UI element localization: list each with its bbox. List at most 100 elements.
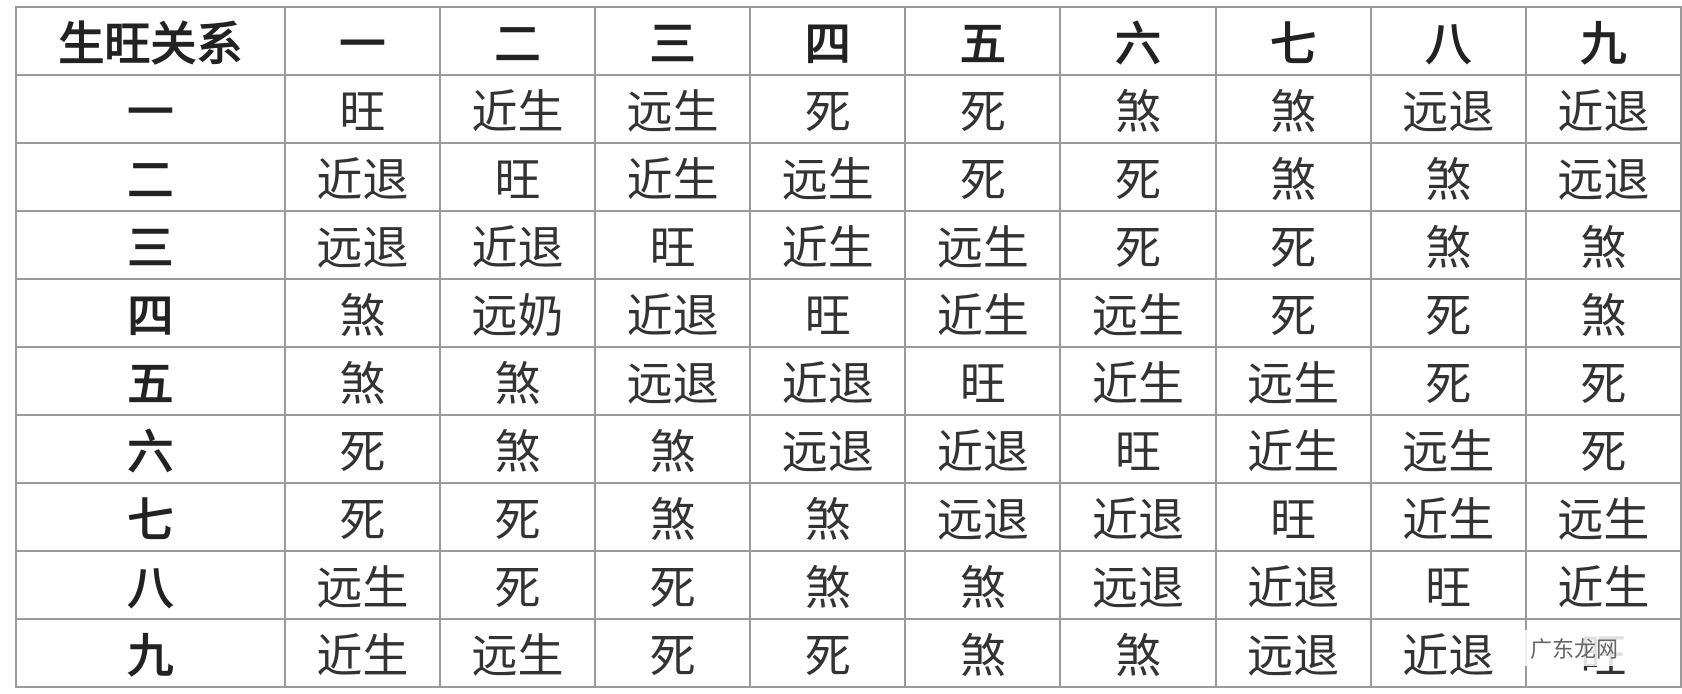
cell: 近生 xyxy=(749,210,907,280)
cell: 旺 xyxy=(749,278,907,348)
table-row: 四煞远奶 近退旺近生 远生死死煞 xyxy=(15,278,1682,348)
cell: 近生 xyxy=(1524,550,1682,620)
cell: 近退 xyxy=(749,346,907,416)
header-cell: 六 xyxy=(1059,6,1217,76)
cell: 远退 xyxy=(1059,550,1217,620)
cell: 近生 xyxy=(904,278,1062,348)
cell: 死 xyxy=(283,482,441,552)
table-row: 三远退 近退旺近生 远生死死煞煞 xyxy=(15,210,1682,280)
cell: 近退 xyxy=(1214,550,1372,620)
header-cell: 九 xyxy=(1524,6,1682,76)
cell: 煞 xyxy=(594,482,752,552)
cell: 死 xyxy=(283,414,441,484)
cell: 煞 xyxy=(749,550,907,620)
cell: 煞 xyxy=(438,346,597,416)
table-row: 九近生远生死死煞煞远退近退旺 xyxy=(15,618,1682,688)
header-cell: 七 xyxy=(1214,6,1372,76)
row-label: 九 xyxy=(15,618,286,688)
cell: 死 xyxy=(1369,346,1527,416)
row-label: 三 xyxy=(15,210,286,280)
header-row: 生旺关系一二三四五六七八九 xyxy=(15,6,1682,76)
cell: 死 xyxy=(1369,278,1527,348)
cell: 旺 xyxy=(1059,414,1217,484)
table-row: 七死死煞煞远退 近退旺近生 远生 xyxy=(15,482,1682,552)
cell: 近生 xyxy=(594,142,752,212)
header-cell: 二 xyxy=(438,6,597,76)
table-row: 六死煞煞远退 近退旺近生 远生死 xyxy=(15,414,1682,484)
cell: 煞 xyxy=(1059,618,1217,688)
cell: 死 xyxy=(1524,414,1682,484)
cell: 旺 xyxy=(594,210,752,280)
header-cell: 八 xyxy=(1369,6,1527,76)
table-row: 二近退旺近生 远生死死煞煞远退 xyxy=(15,142,1682,212)
cell: 旺 xyxy=(904,346,1062,416)
cell: 远奶 xyxy=(438,278,597,348)
cell: 远生 xyxy=(1369,414,1527,484)
row-label: 六 xyxy=(15,414,286,484)
cell: 煞 xyxy=(749,482,907,552)
row-label: 七 xyxy=(15,482,286,552)
cell: 死 xyxy=(1214,278,1372,348)
relation-table: 生旺关系一二三四五六七八九一旺近生 远生死死煞煞远退 近退二近退旺近生 远生死死煞煞远… xyxy=(15,6,1682,688)
cell: 死 xyxy=(904,142,1062,212)
cell: 煞 xyxy=(283,346,441,416)
cell: 死 xyxy=(904,74,1062,144)
cell: 远生 xyxy=(283,550,441,620)
cell: 旺 xyxy=(438,142,597,212)
cell: 煞 xyxy=(1214,142,1372,212)
cell: 远退 xyxy=(1524,142,1682,212)
cell: 煞 xyxy=(1524,210,1682,280)
cell: 远退 xyxy=(1214,618,1372,688)
cell: 近生 xyxy=(1059,346,1217,416)
cell: 近退 xyxy=(594,278,752,348)
cell: 煞 xyxy=(1369,142,1527,212)
cell: 近退 xyxy=(1059,482,1217,552)
cell: 远退 xyxy=(594,346,752,416)
header-cell: 五 xyxy=(904,6,1062,76)
cell: 煞 xyxy=(594,414,752,484)
header-cell: 三 xyxy=(594,6,752,76)
cell: 死 xyxy=(1214,210,1372,280)
row-label: 二 xyxy=(15,142,286,212)
watermark: 广东龙网 xyxy=(1523,630,1624,666)
cell: 死 xyxy=(749,618,907,688)
header-cell: 生旺关系 xyxy=(15,6,286,76)
cell: 近退 xyxy=(904,414,1062,484)
cell: 近生 xyxy=(283,618,441,688)
header-cell: 一 xyxy=(283,6,441,76)
cell: 远生 xyxy=(904,210,1062,280)
cell: 远退 xyxy=(749,414,907,484)
cell: 近退 xyxy=(1524,74,1682,144)
cell: 远退 xyxy=(1369,74,1527,144)
cell: 旺 xyxy=(283,74,441,144)
cell: 远生 xyxy=(438,618,597,688)
cell: 远生 xyxy=(1059,278,1217,348)
row-label: 四 xyxy=(15,278,286,348)
cell: 远生 xyxy=(1524,482,1682,552)
cell: 远退 xyxy=(904,482,1062,552)
cell: 旺 xyxy=(1369,550,1527,620)
cell: 煞 xyxy=(283,278,441,348)
cell: 煞 xyxy=(1524,278,1682,348)
cell: 死 xyxy=(594,618,752,688)
cell: 近退 xyxy=(283,142,441,212)
header-cell: 四 xyxy=(749,6,907,76)
cell: 煞 xyxy=(904,550,1062,620)
row-label: 五 xyxy=(15,346,286,416)
cell: 远退 xyxy=(283,210,441,280)
cell: 死 xyxy=(594,550,752,620)
table-row: 八远生死死煞煞远退 近退旺近生 xyxy=(15,550,1682,620)
cell: 死 xyxy=(1524,346,1682,416)
cell: 近退 xyxy=(1369,618,1527,688)
cell: 近生 xyxy=(1369,482,1527,552)
cell: 近生 xyxy=(1214,414,1372,484)
cell: 死 xyxy=(438,482,597,552)
cell: 死 xyxy=(438,550,597,620)
cell: 煞 xyxy=(438,414,597,484)
cell: 死 xyxy=(1059,142,1217,212)
row-label: 一 xyxy=(15,74,286,144)
cell: 远生 xyxy=(749,142,907,212)
row-label: 八 xyxy=(15,550,286,620)
cell: 煞 xyxy=(1059,74,1217,144)
